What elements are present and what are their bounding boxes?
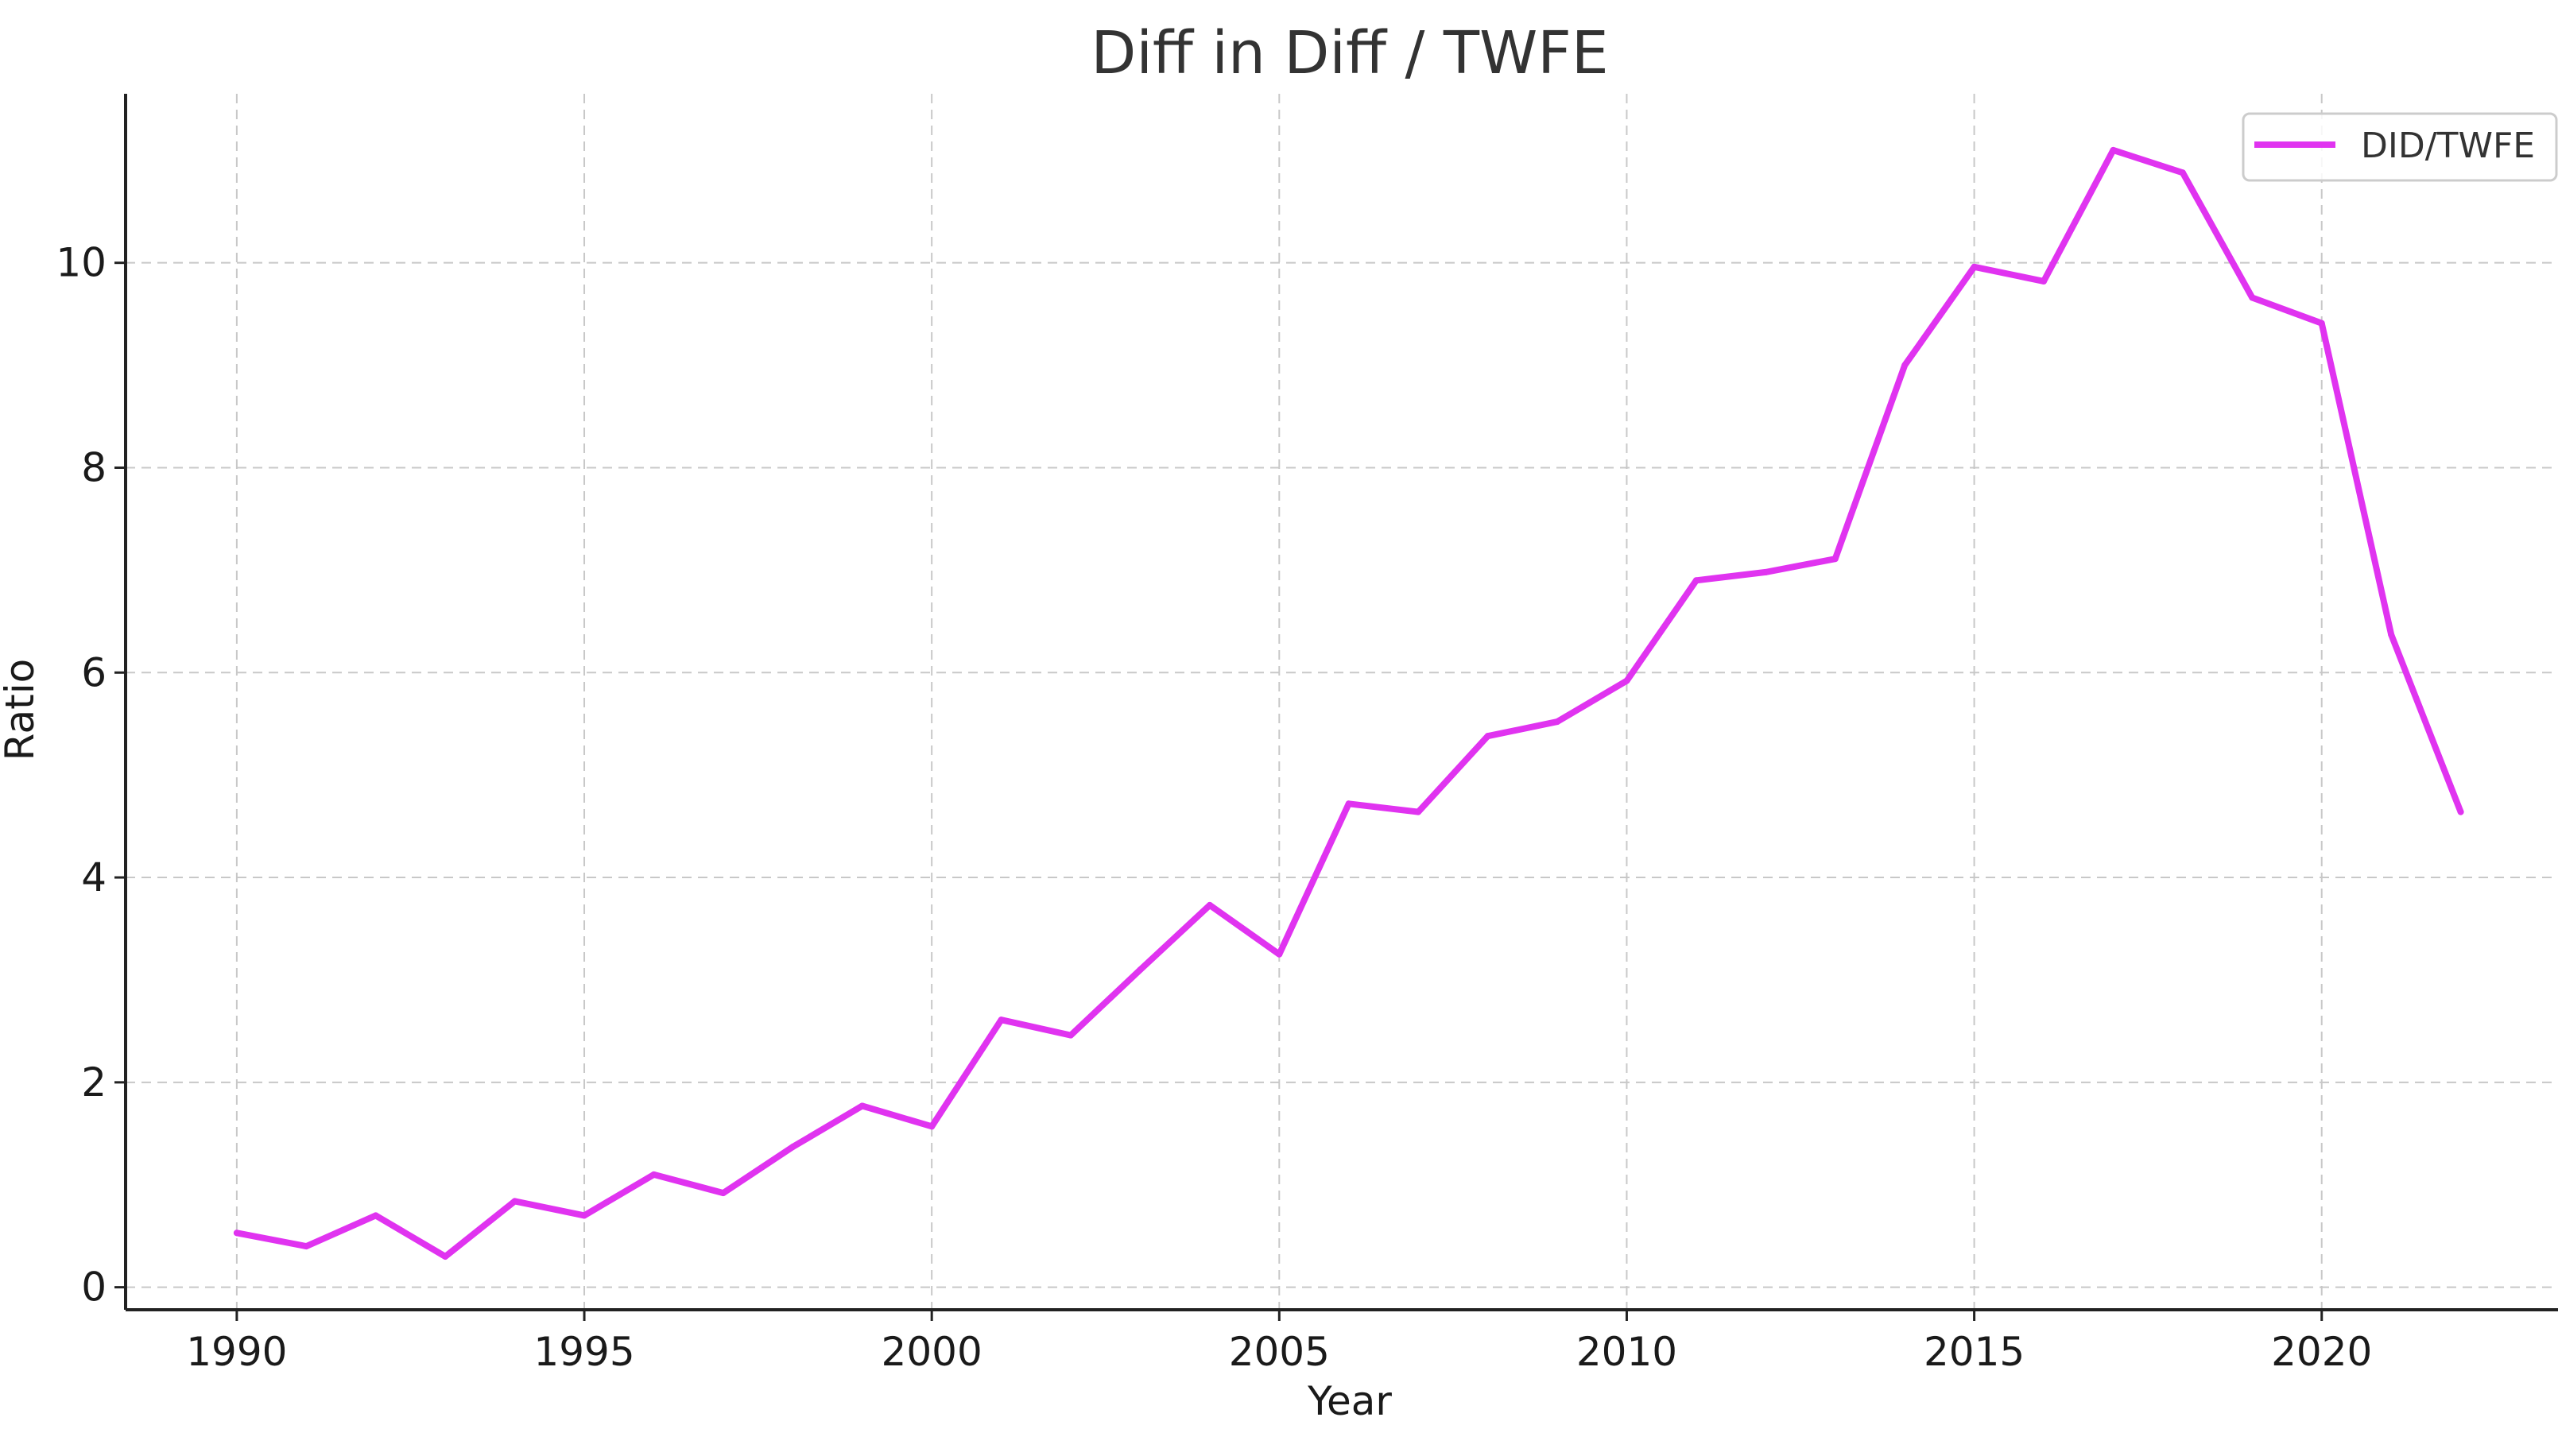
data-point — [1901, 362, 1909, 369]
y-tick-label: 0 — [81, 1264, 107, 1311]
series-layer — [233, 146, 2464, 1260]
data-point — [2249, 294, 2256, 301]
data-point — [789, 1144, 796, 1151]
x-tick-label: 2000 — [882, 1329, 983, 1375]
legend: DID/TWFE — [2242, 112, 2558, 182]
data-point — [1206, 901, 1213, 908]
x-tick-label: 2005 — [1229, 1329, 1330, 1375]
legend-label: DID/TWFE — [2361, 126, 2535, 166]
data-point — [650, 1171, 657, 1178]
data-point — [442, 1253, 449, 1260]
data-point — [2179, 169, 2186, 176]
data-point — [1276, 951, 1283, 958]
y-tick-label: 4 — [81, 854, 107, 900]
x-ticks: 1990 1995 2000 2005 2010 2015 2020 — [186, 1310, 2372, 1375]
data-point — [2110, 146, 2117, 153]
x-tick-label: 2010 — [1576, 1329, 1677, 1375]
data-point — [581, 1212, 588, 1219]
data-point — [2388, 631, 2395, 638]
data-point — [511, 1198, 518, 1205]
data-point — [928, 1123, 936, 1130]
data-point — [233, 1229, 240, 1237]
data-point — [1762, 568, 1769, 575]
data-point — [1971, 263, 1978, 270]
data-point — [2041, 277, 2048, 285]
x-tick-label: 1995 — [533, 1329, 634, 1375]
grid — [126, 94, 2558, 1310]
data-point — [1345, 800, 1352, 807]
data-point — [858, 1102, 866, 1109]
series-line-0 — [233, 146, 2464, 1260]
y-tick-label: 6 — [81, 649, 107, 695]
y-ticks: 0 2 4 6 8 10 — [56, 240, 126, 1311]
legend-frame — [2242, 112, 2558, 182]
data-point — [1692, 577, 1700, 584]
data-point — [1484, 733, 1491, 740]
data-point — [303, 1243, 310, 1250]
axes — [124, 94, 2558, 1311]
data-point — [1831, 556, 1839, 563]
data-point — [1137, 966, 1144, 974]
x-tick-label: 2015 — [1924, 1329, 2025, 1375]
x-tick-label: 2020 — [2271, 1329, 2372, 1375]
y-tick-label: 10 — [56, 240, 107, 286]
data-point — [372, 1212, 379, 1219]
data-point — [719, 1190, 727, 1197]
y-axis-label: Ratio — [0, 659, 43, 761]
data-point — [2457, 808, 2464, 815]
chart-title: Diff in Diff / TWFE — [1091, 19, 1608, 87]
data-point — [1554, 718, 1561, 726]
data-point — [1068, 1032, 1075, 1039]
data-point — [1415, 808, 1422, 815]
x-axis-label: Year — [1307, 1378, 1392, 1424]
data-point — [2318, 319, 2325, 327]
data-point — [1623, 677, 1630, 684]
x-tick-label: 1990 — [186, 1329, 287, 1375]
y-tick-label: 2 — [81, 1059, 107, 1106]
y-tick-label: 8 — [81, 444, 107, 490]
data-point — [998, 1016, 1005, 1024]
